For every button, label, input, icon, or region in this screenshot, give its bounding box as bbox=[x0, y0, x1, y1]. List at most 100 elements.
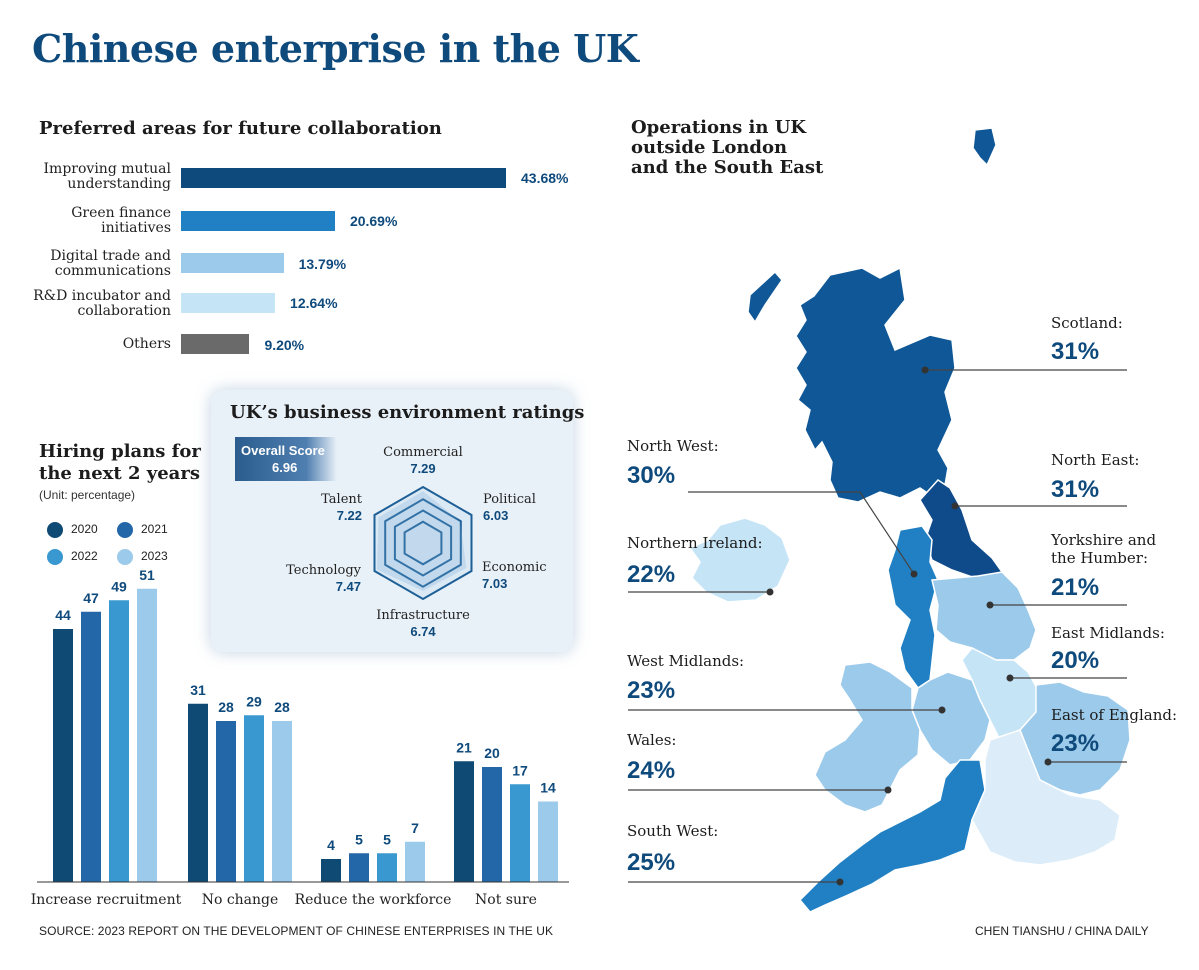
uk-map bbox=[628, 127, 1131, 913]
region-value: 22% bbox=[627, 561, 676, 588]
hiring-bar-label: 20 bbox=[484, 745, 500, 761]
hiring-title-line: Hiring plans for bbox=[39, 441, 201, 462]
source-note: SOURCE: 2023 REPORT ON THE DEVELOPMENT O… bbox=[39, 924, 554, 938]
legend-label: 2022 bbox=[71, 549, 98, 564]
region-name: East Midlands: bbox=[1051, 624, 1165, 642]
hiring-bar bbox=[321, 859, 341, 882]
hiring-bar bbox=[244, 715, 264, 882]
page-title: Chinese enterprise in the UK bbox=[32, 26, 639, 71]
radar-axis-label: Infrastructure bbox=[376, 608, 470, 623]
pref-label: Improving mutual understanding bbox=[21, 162, 171, 192]
radar-data-area bbox=[376, 491, 467, 591]
pref-bar bbox=[181, 211, 335, 231]
region-name: Yorkshire and the Humber: bbox=[1051, 531, 1156, 567]
hiring-bar bbox=[81, 611, 101, 882]
hiring-bar-label: 49 bbox=[111, 578, 127, 594]
radar-axis-label: Commercial bbox=[383, 445, 463, 460]
pref-bar bbox=[181, 253, 284, 273]
map-title: Operations in UK outside London and the … bbox=[631, 118, 823, 178]
legend-label: 2021 bbox=[141, 522, 168, 537]
hiring-bar-label: 28 bbox=[218, 699, 234, 715]
hiring-bar bbox=[538, 801, 558, 882]
radar-title: UK’s business environment ratings bbox=[230, 402, 585, 423]
radar-grid-ring bbox=[393, 509, 453, 577]
leader-line bbox=[688, 491, 915, 575]
overall-score-label: Overall Score bbox=[241, 443, 325, 458]
credit-note: CHEN TIANSHU / CHINA DAILY bbox=[975, 924, 1149, 938]
scotland-west-isle bbox=[747, 270, 783, 324]
hiring-bar-label: 47 bbox=[83, 590, 99, 606]
hiring-category-label: Not sure bbox=[475, 892, 537, 908]
hiring-category-label: Increase recruitment bbox=[31, 892, 182, 908]
leader-dot bbox=[836, 878, 844, 886]
leader-dot bbox=[1044, 758, 1052, 766]
radar-grid-ring bbox=[384, 498, 462, 588]
hiring-bar bbox=[482, 767, 502, 882]
hiring-bar-label: 51 bbox=[139, 570, 155, 583]
hiring-title: Hiring plans for the next 2 years bbox=[39, 441, 201, 485]
pref-value: 12.64% bbox=[290, 295, 338, 311]
region-name: Scotland: bbox=[1051, 314, 1123, 332]
radar-axis-label: Technology bbox=[286, 563, 362, 578]
legend-swatch bbox=[117, 522, 133, 538]
legend-item: 2023 bbox=[117, 549, 168, 565]
pref-value: 13.79% bbox=[298, 256, 347, 272]
radar-axis-label: Economic bbox=[482, 560, 547, 575]
region-name-line: the Humber: bbox=[1051, 549, 1149, 567]
region-name-line: Yorkshire and bbox=[1051, 531, 1157, 549]
leader-dot bbox=[884, 786, 892, 794]
region-value: 31% bbox=[1051, 476, 1100, 503]
hiring-title-line: the next 2 years bbox=[39, 463, 200, 484]
pref-label: R&D incubator and collaboration bbox=[21, 289, 171, 319]
region-value: 24% bbox=[627, 757, 676, 784]
hiring-bar-label: 4 bbox=[327, 837, 335, 853]
region-name: North West: bbox=[627, 437, 719, 455]
hiring-bar bbox=[188, 703, 208, 882]
radar-axis-value: 6.03 bbox=[483, 508, 508, 523]
hiring-bar-label: 28 bbox=[274, 699, 290, 715]
leader-dot bbox=[921, 366, 929, 374]
hiring-bar-label: 17 bbox=[512, 762, 528, 778]
hiring-bar bbox=[405, 841, 425, 882]
map-title-line: and the South East bbox=[631, 157, 824, 178]
leader-dot bbox=[1006, 674, 1014, 682]
pref-label-line: initiatives bbox=[101, 220, 171, 236]
hiring-bar bbox=[377, 853, 397, 882]
hiring-bar-label: 7 bbox=[411, 820, 419, 836]
hiring-bar bbox=[510, 784, 530, 882]
pref-value: 9.20% bbox=[264, 337, 305, 353]
hiring-bar bbox=[137, 588, 157, 882]
hiring-bar bbox=[272, 721, 292, 882]
hiring-category-label: No change bbox=[202, 892, 279, 908]
leader-dot bbox=[951, 502, 959, 510]
legend-label: 2023 bbox=[141, 549, 168, 564]
overall-score-value: 6.96 bbox=[272, 460, 298, 475]
pref-label-line: R&D incubator and bbox=[33, 288, 171, 304]
region-value: 20% bbox=[1051, 647, 1100, 674]
legend-item: 2021 bbox=[117, 522, 168, 538]
legend-swatch bbox=[117, 549, 133, 565]
radar-axis-value: 6.74 bbox=[410, 624, 436, 639]
south-west-region bbox=[798, 759, 986, 913]
hiring-category-label: Reduce the workforce bbox=[295, 892, 452, 908]
region-value: 23% bbox=[1051, 730, 1100, 757]
yorkshire-region bbox=[931, 571, 1037, 661]
hiring-bar-label: 21 bbox=[456, 739, 472, 755]
hiring-bar-label: 44 bbox=[55, 607, 71, 623]
pref-label-line: understanding bbox=[67, 176, 171, 192]
region-name: West Midlands: bbox=[627, 652, 745, 670]
region-value: 25% bbox=[627, 849, 676, 876]
radar-axis-value: 7.29 bbox=[410, 461, 435, 476]
radar-axis-value: 7.03 bbox=[482, 576, 507, 591]
overall-score-box bbox=[235, 437, 337, 481]
pref-bar bbox=[181, 168, 506, 188]
hiring-bar bbox=[216, 721, 236, 882]
radar-axis-label: Political bbox=[483, 492, 536, 507]
leader-dot bbox=[986, 601, 994, 609]
leader-dot bbox=[938, 706, 946, 714]
hiring-bar-label: 29 bbox=[246, 693, 262, 709]
north-east-region bbox=[919, 479, 1004, 579]
pref-label-line: Digital trade and bbox=[50, 248, 171, 264]
hiring-bar-label: 5 bbox=[355, 831, 363, 847]
